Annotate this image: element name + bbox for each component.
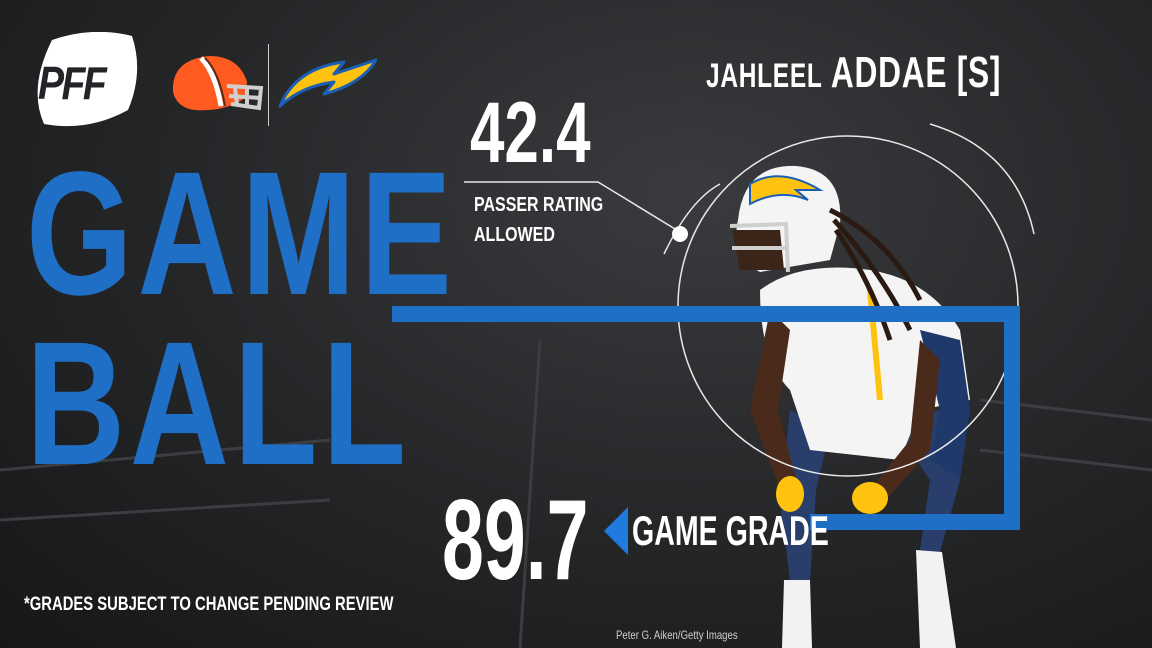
player-first-name: JAHLEEL (706, 57, 823, 95)
logo-divider (268, 44, 269, 126)
passer-rating-label: PASSER RATING ALLOWED (474, 190, 603, 250)
grades-disclaimer: *GRADES SUBJECT TO CHANGE PENDING REVIEW (24, 594, 394, 615)
player-last-name: ADDAE [S] (830, 48, 1002, 97)
game-grade-label: GAME GRADE (632, 507, 829, 554)
photo-credit: Peter G. Aiken/Getty Images (616, 628, 738, 642)
chargers-bolt-icon (278, 58, 378, 108)
stat-label-line2: ALLOWED (474, 224, 555, 246)
title-game: GAME (26, 136, 457, 332)
pff-logo-text: PFF (38, 57, 107, 109)
game-grade-value: 89.7 (442, 477, 589, 604)
browns-helmet-icon (172, 56, 264, 111)
player-photo (729, 165, 970, 648)
title-ball: BALL (26, 306, 411, 502)
stat-label-line1: PASSER RATING (474, 194, 604, 216)
player-name: JAHLEEL ADDAE [S] (706, 48, 1001, 98)
passer-rating-value: 42.4 (470, 85, 591, 181)
pff-logo-icon (37, 32, 138, 127)
